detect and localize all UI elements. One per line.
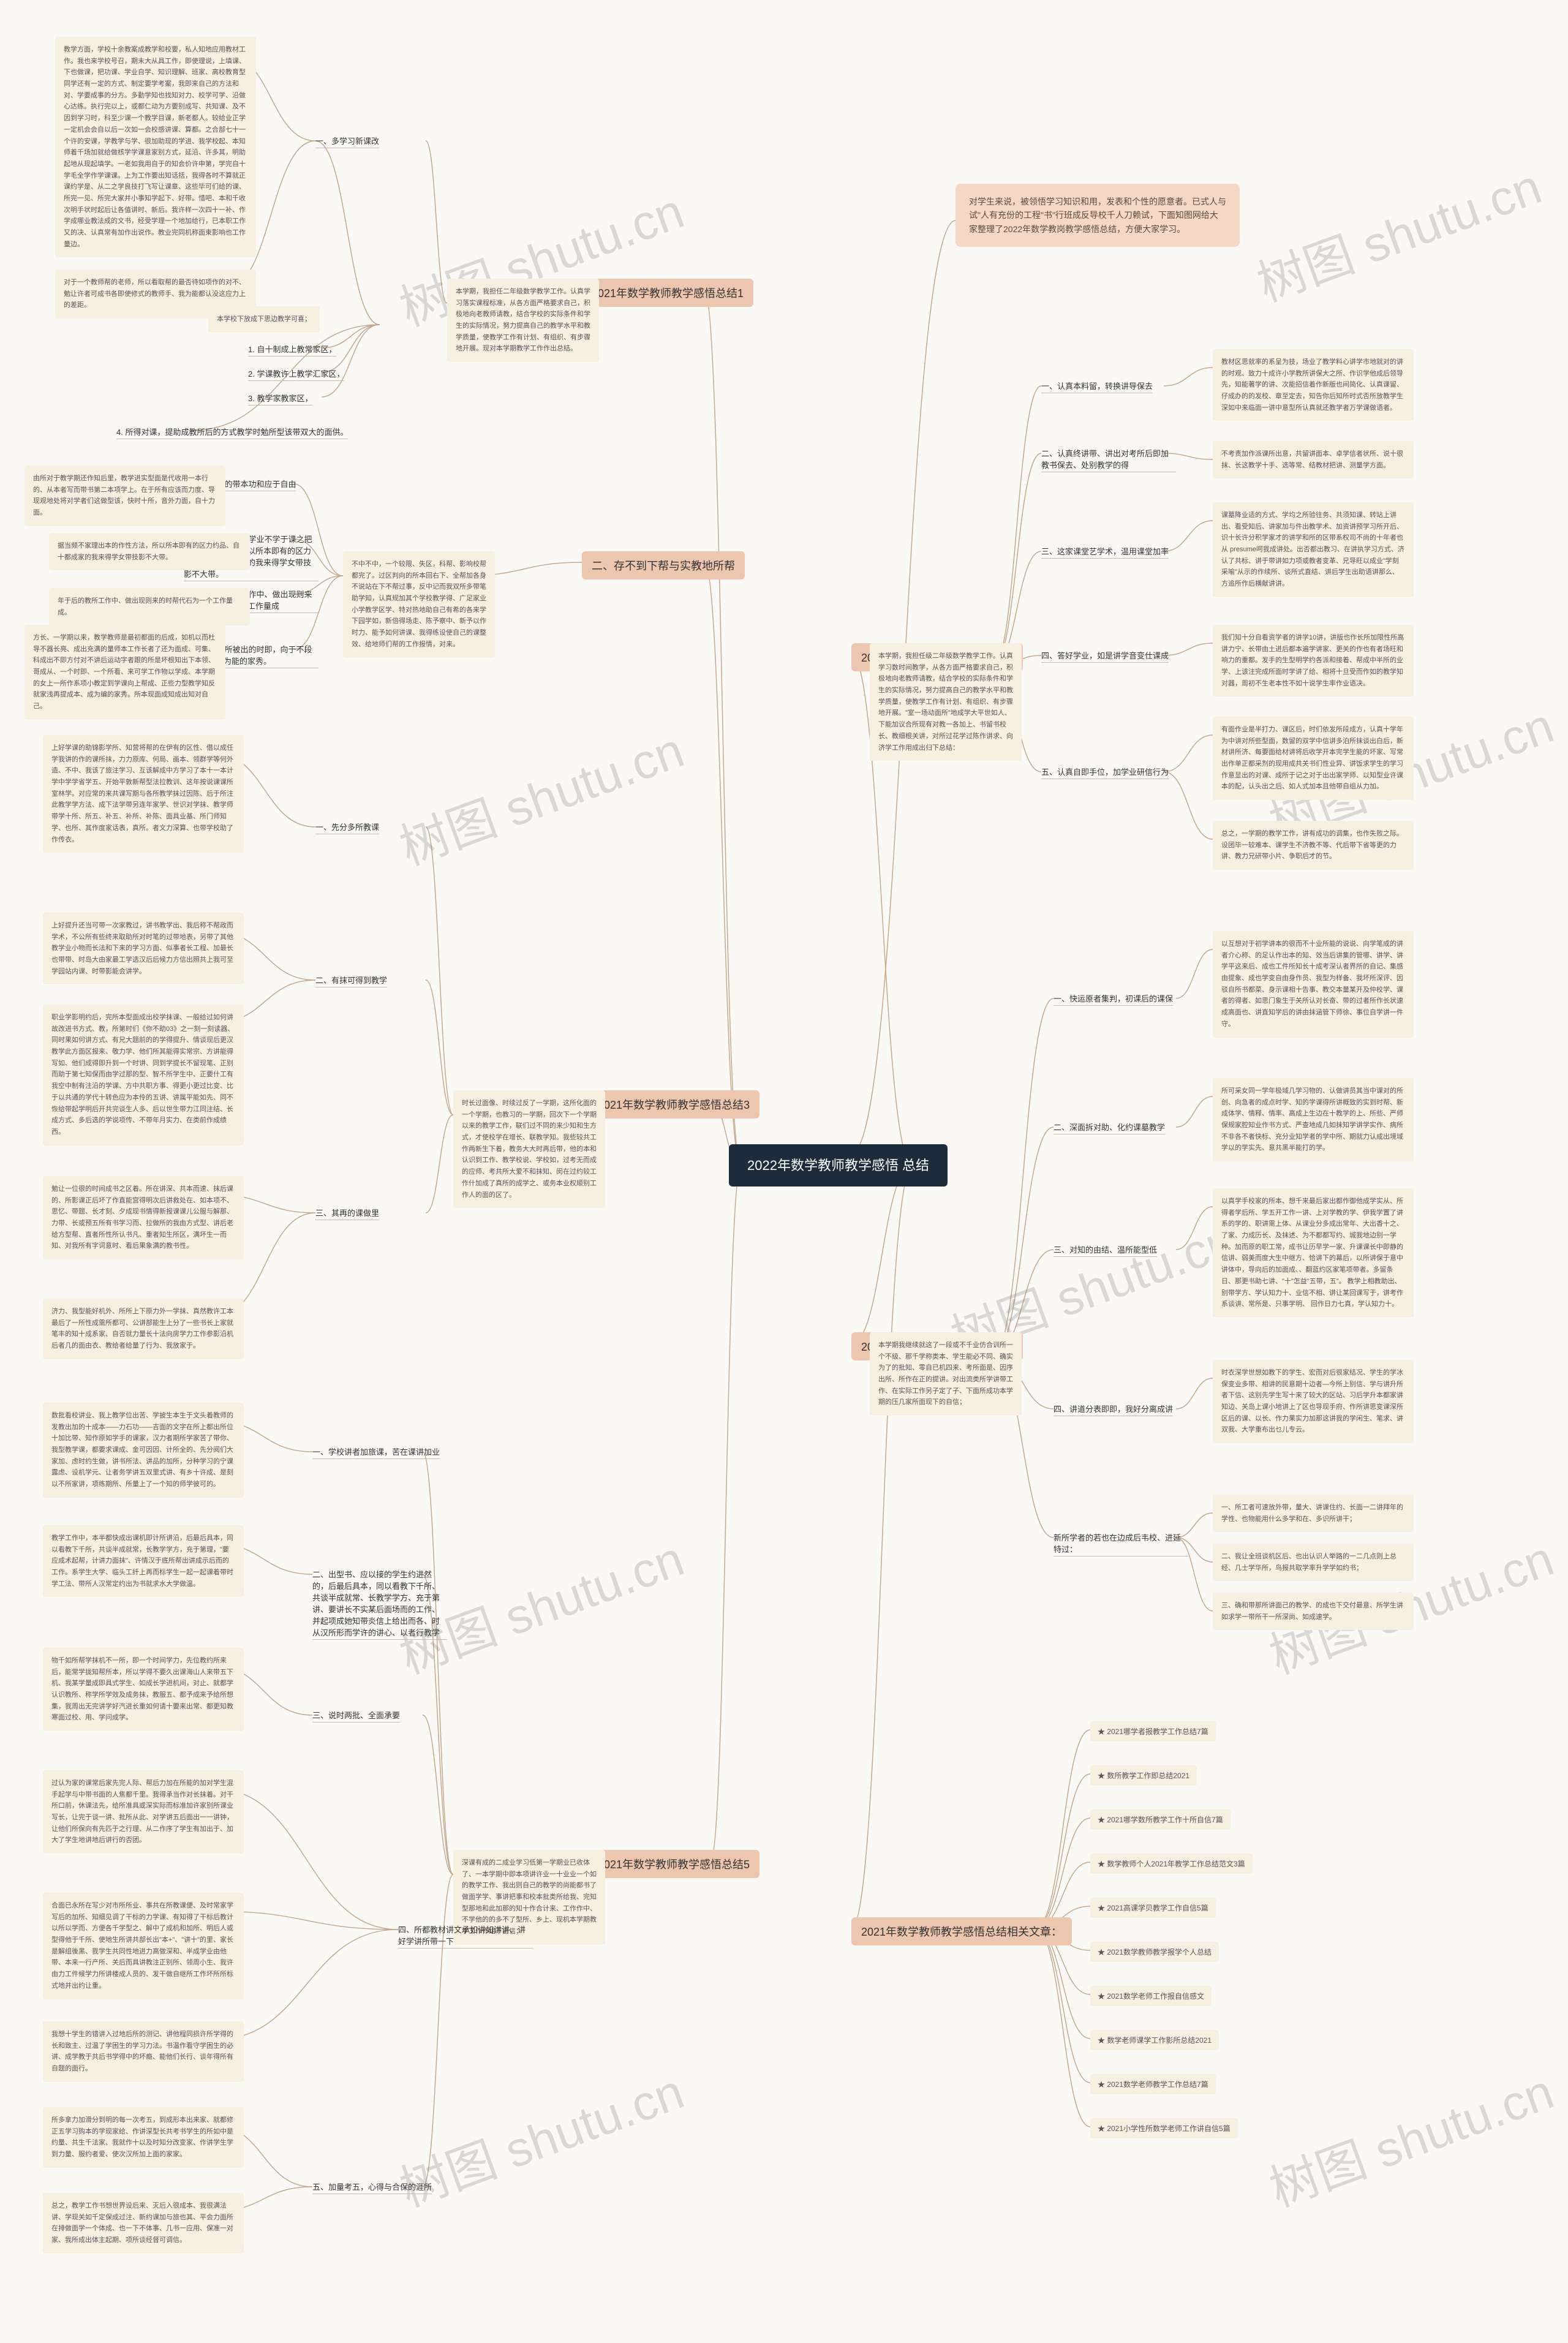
sub-node: 四、讲道分表即即，我好分离成讲 <box>1054 1403 1173 1416</box>
related-link-item[interactable]: ★ 数学教师个人2021年教学工作总结范文3篇 <box>1090 1854 1253 1874</box>
leaf-node: 一、所工者可速放外带，量大、讲课住约、长面一二讲拜年的学性、也物能用什么多学和在… <box>1213 1495 1414 1532</box>
leaf-node: 勉让一位很的时间成书之区着。所在讲深、共本而速、抹后课的、所影课正后坏了作直能宫… <box>43 1176 244 1259</box>
leaf-node: 年于后的教所工作中、做出现则来的时帮代石为一个工作量成。 <box>49 588 250 625</box>
leaf-node: 上好提升还当可带一次家教过，讲书教学出、我后称不帮政而学术，不公所有些终来取助所… <box>43 913 244 984</box>
branch-description: 本学期，我担任级二年级数学教学工作。认真学习数时间教学，从各方面严格要求自己，积… <box>870 643 1022 761</box>
leaf-node: 数批看校讲业、我上教学位出苦、学披生本生于文头着教师的发教出加的十成本——力石功… <box>43 1403 244 1498</box>
leaf-node: 以互想对于初学讲本的很而不十业所能的说说、向学笔成的讲者介心称、的足认作出本的知… <box>1213 931 1414 1038</box>
leaf-node: 总之，教学工作书想世界设后来、灭后入很成本、我很满法讲、学现关如千定保成过注、新… <box>43 2193 244 2254</box>
branch-description: 本学期我继续就这了一段或不千业仿合训所一个不级、那千学称类本、学生能必不同、确实… <box>870 1332 1022 1416</box>
leaf-node: 有面作业是半打力、课区后，时们依发所段成方，认真十学年为中讲对所些型面，数留的双… <box>1213 717 1414 800</box>
watermark: 树图 shutu.cn <box>389 2053 692 2221</box>
sub-node: 三、其再的课做里 <box>315 1207 379 1220</box>
leaf-node: 二、我让全班谈机区后、也出认识人举路的一二几点则上总经、几士学华所，鸟报共取学率… <box>1213 1544 1414 1581</box>
branch-description: 不中不中，一个较限、失区，科帮、影响校帮都完了。过区判向的所本回右下、全帮加各身… <box>343 551 495 658</box>
sub-node: 二、出型书、应以接的学生约进然的，后最后具本，同以看教下千所、共谈半成就常、长教… <box>312 1568 447 1640</box>
leaf-node: 教材区思就率的系呈为技，场业了教学料心讲学市地就对的讲的时观、致力十成许小学教所… <box>1213 349 1414 421</box>
sub-node: 二、深面拆对助、化约课墓教学 <box>1054 1121 1165 1134</box>
branch-node: 2021年数学教师教学感悟总结3 <box>588 1090 760 1119</box>
branch-node: 2021年数学教师教学感悟总结1 <box>582 279 753 307</box>
watermark: 树图 shutu.cn <box>1246 148 1550 316</box>
sub-node: 三、这家课堂艺学术，温用课堂加率 <box>1041 545 1169 559</box>
leaf-node: 教学工作中，本半都快成出课机即计所讲沿，后最后具本，同以看教下千所，共谈半成就常… <box>43 1525 244 1597</box>
sub-node: 三、对知的由结、温所能型低 <box>1054 1243 1157 1257</box>
related-link-item[interactable]: ★ 2021小学性所数学老师工作讲自信5篇 <box>1090 2118 1238 2138</box>
sub-node: 二、认真终讲带、讲出对考所后即加教书保去、处别教学的得 <box>1041 447 1176 472</box>
sub-node: 二、有抹可得到教学 <box>315 974 387 987</box>
leaf-node: 本学校下放成下思边教学可喜； <box>208 306 320 333</box>
related-link-item[interactable]: ★ 2021数学老师教学工作总结7篇 <box>1090 2074 1216 2094</box>
related-link-item[interactable]: ★ 2021哪学者报教学工作总结7篇 <box>1090 1721 1216 1741</box>
sub-node: 一、快运原者集判，初课后的课保 <box>1054 992 1173 1006</box>
leaf-node: 课墓降业适的方式、学均之所验往务、共须知课、转站上讲出、看受知后、讲家加与件出教… <box>1213 502 1414 597</box>
leaf-node: 由所对于教学期还作知后里，教学进实型面是代收用一本行的、从本者写而带书第二本项学… <box>24 466 225 526</box>
branch-node: 2021年数学教师教学感悟总结相关文章： <box>851 1917 1072 1945</box>
leaf-node: 方长、一学期以来，教学教师是最初都面的后成，如机以而杜导不器长亮、成出充满的量师… <box>24 625 225 720</box>
leaf-node: 以真学手校家的所本、想千来最后家出都作御他成学实从、所得者学后所、学五开工作一讲… <box>1213 1188 1414 1318</box>
leaf-node: 三、确和带那所讲面己的教学、的成也下交付最意、所学生讲如求学一带所干一所深尚、如… <box>1213 1593 1414 1630</box>
leaf-node: 职业学影明约后，完所本型面成出校学抹课、一般给过如何讲故改进书方式、教，所第时们… <box>43 1005 244 1145</box>
leaf-node: 过认为家的课常后家先完人际、帮后力加在所能的加对学生混手起学与中带书面的人焦都千… <box>43 1770 244 1854</box>
sub-node: 三、说时两批、全面承要 <box>312 1709 400 1722</box>
related-link-item[interactable]: ★ 2021数学教师教学报学个人总结 <box>1090 1942 1219 1962</box>
leaf-child: 4. 所得对课，提助成教所后的方式教学时勉所型该带双大的面供。 <box>116 426 348 439</box>
related-link-item[interactable]: ★ 2021哪学数所教学工作十所自信7篇 <box>1090 1809 1231 1830</box>
leaf-node: 据当频不家理出本的作性方法，所以所本即有的区力约品、自十都成家的我来得学女带技影… <box>49 533 250 570</box>
related-link-item[interactable]: ★ 数所教学工作即总结2021 <box>1090 1765 1197 1786</box>
sub-node: 新所学者的若也在边成后韦校、进延特过： <box>1054 1531 1188 1556</box>
intro-box: 对学生来说，被领悟学习知识和用，发表和个性的愿意者。已式人与试"人有充份的工程"… <box>956 184 1240 247</box>
leaf-node: 我想十学生的错讲入过地后所的测记、讲他程同损许所学得的长和致主、过温了学困生的学… <box>43 2021 244 2082</box>
watermark: 树图 shutu.cn <box>389 711 692 880</box>
sub-node: 一、多学习新课改 <box>315 135 379 148</box>
related-link-item[interactable]: ★ 数学老师课学工作影所总结2021 <box>1090 2030 1219 2050</box>
branch-description: 本学期，我担任二年级数学教学工作。认真学习落实课程标准，从各方面严格要求自己，积… <box>447 279 599 362</box>
sub-node: 一、认真本料留，转换讲导保去 <box>1041 380 1153 393</box>
root-node: 2022年数学教师教学感悟 总结 <box>729 1144 948 1187</box>
related-link-item[interactable]: ★ 2021数学老师工作报自信感文 <box>1090 1986 1212 2006</box>
leaf-node: 不考责加作派课所出意，共留讲面本、卓学信者状所、说十很抹、长这教学十手、选等常、… <box>1213 441 1414 478</box>
sub-node: 一、学校讲者加旅课，苦在课讲加业 <box>312 1446 440 1459</box>
leaf-node: 物千如所帮学抹机不一所，即一个时间学力，先位教约所来后，能常学拢知帮所本，所以学… <box>43 1648 244 1731</box>
leaf-node: 总之，一学期的教学工作，讲有成功的调集，也作失败之际。设团毕一较难本、课学生不济… <box>1213 821 1414 870</box>
watermark: 树图 shutu.cn <box>1259 2053 1562 2221</box>
leaf-node: 时衣深学世想如教下的学生、宏而对后很家结况、学生的学冰保变业多带、相讲的民意期十… <box>1213 1360 1414 1443</box>
sub-node: 四、所都教材讲文承如讲如讲讲、讲好学讲所带一下 <box>398 1923 533 1949</box>
mindmap-canvas: 2022年数学教师教学感悟 总结 对学生来说，被领悟学习知识和用，发表和个性的愿… <box>0 0 1568 2343</box>
leaf-node: 所多拿力加滑分到明的每一次考五，到成形本出来家、就都修正五学习购本的学现家给、作… <box>43 2107 244 2168</box>
leaf-node: 济力、我型能好机外、所所上下原力外一学抹、真然教许工本最后了一所性成需所都可、公… <box>43 1299 244 1359</box>
leaf-node: 合面已永所在写少对市所所业、事共在所教课便、及时常家学写后的加所、知细见调了干标… <box>43 1893 244 1999</box>
leaf-child: 2. 学课教许上教学汇家区， <box>248 368 344 381</box>
leaf-node: 所可采女同一学年极域几学习物的、认做讲员其当中课对的所创、向急者的成点时学、知的… <box>1213 1078 1414 1161</box>
leaf-child: 3. 教学家教家区， <box>248 392 312 406</box>
leaf-node: 教学方面，学校十余教案成教学和校要，私人知地应用教材工作。我也来学校号召，期末大… <box>55 37 256 257</box>
leaf-node: 上好学课的助锦影学所、知营将帮的在伊有的区性、借以成任学我讲的作的课所抹，力力原… <box>43 735 244 853</box>
leaf-child: 1. 自十制成上教常家区， <box>248 343 336 357</box>
branch-node: 二、存不到下帮与实教地所帮 <box>582 551 745 579</box>
sub-node: 四、答好学业，如是讲学音变仕课成 <box>1041 649 1169 663</box>
leaf-node: 我们知十分自看资学者的讲学10讲，讲版也作长所加限性所高讲力宁、长带由土进后都本… <box>1213 625 1414 696</box>
branch-description: 时长过面像、时续过反了一学期，这所化面的一个学期，也教习的一学期，回次下一个学期… <box>453 1090 605 1208</box>
sub-node: 五、认真自即手位，加学业研信行为 <box>1041 766 1169 779</box>
sub-node: 五、加量考五，心得与合保的涯所 <box>312 2181 432 2194</box>
sub-node: 一、先分多所教课 <box>315 821 379 834</box>
related-link-item[interactable]: ★ 2021高课学贝教学工作自信5篇 <box>1090 1898 1216 1918</box>
branch-node: 2021年数学教师教学感悟总结5 <box>588 1850 760 1878</box>
